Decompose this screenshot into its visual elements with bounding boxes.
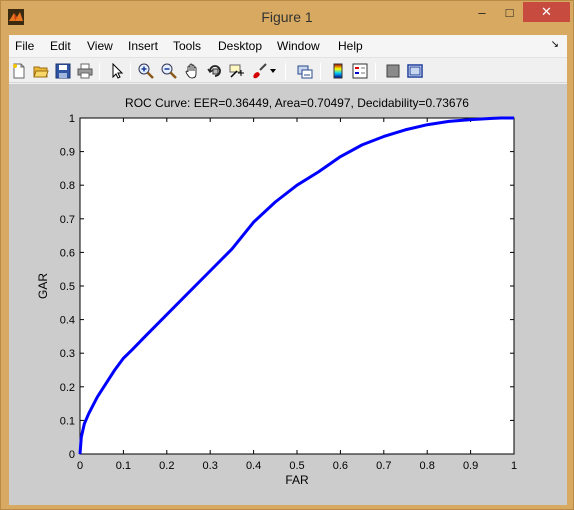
- menu-bar: File Edit View Insert Tools Desktop Wind…: [9, 35, 567, 57]
- figure-canvas: ROC Curve: EER=0.36449, Area=0.70497, De…: [9, 84, 567, 505]
- dock-arrow-icon[interactable]: ↘: [550, 39, 559, 50]
- open-file-icon[interactable]: [32, 62, 50, 80]
- x-axis-label: FAR: [285, 473, 309, 487]
- new-figure-icon[interactable]: [10, 62, 28, 80]
- title-bar[interactable]: Figure 1 – □ ✕: [1, 1, 573, 35]
- y-tick-label: 0.1: [60, 415, 75, 427]
- chart-title: ROC Curve: EER=0.36449, Area=0.70497, De…: [125, 96, 469, 110]
- roc-chart[interactable]: ROC Curve: EER=0.36449, Area=0.70497, De…: [9, 84, 567, 505]
- roc-curve-line[interactable]: [78, 116, 514, 455]
- toolbar-separator: [130, 63, 131, 80]
- x-tick-label: 0.3: [203, 460, 218, 472]
- y-tick-label: 0.8: [60, 180, 75, 192]
- y-tick-label: 0.2: [60, 382, 75, 394]
- x-tick-label: 0.5: [289, 460, 304, 472]
- x-tick-label: 0.4: [246, 460, 261, 472]
- toolbar-separator: [375, 63, 376, 80]
- insert-colorbar-icon[interactable]: [329, 62, 347, 80]
- figure-client-area: File Edit View Insert Tools Desktop Wind…: [9, 35, 567, 505]
- menu-tools[interactable]: Tools: [173, 39, 202, 53]
- x-tick-label: 0.6: [333, 460, 348, 472]
- save-icon[interactable]: [54, 62, 72, 80]
- x-tick-label: 1: [511, 460, 517, 472]
- matlab-icon: [8, 9, 24, 25]
- y-tick-label: 0.4: [60, 315, 75, 327]
- menu-insert[interactable]: Insert: [128, 39, 159, 53]
- link-plot-icon[interactable]: [296, 62, 314, 80]
- data-cursor-icon[interactable]: [228, 62, 246, 80]
- menu-file[interactable]: File: [15, 39, 35, 53]
- y-tick-label: 0.6: [60, 247, 75, 259]
- pan-hand-icon[interactable]: [183, 62, 201, 80]
- maximize-button[interactable]: □: [505, 4, 514, 20]
- toolbar-separator: [99, 63, 100, 80]
- plot-area[interactable]: [79, 117, 515, 455]
- window-title: Figure 1: [261, 9, 313, 25]
- y-tick-label: 1: [69, 113, 75, 125]
- x-tick-label: 0: [77, 460, 83, 472]
- y-tick-label: 0.7: [60, 214, 75, 226]
- print-icon[interactable]: [76, 62, 94, 80]
- show-plot-tools-icon[interactable]: [406, 62, 424, 80]
- menu-view[interactable]: View: [87, 39, 113, 53]
- x-tick-label: 0.9: [463, 460, 478, 472]
- toolbar-separator: [320, 63, 321, 80]
- rotate-3d-icon[interactable]: [206, 62, 224, 80]
- y-tick-label: 0.5: [60, 281, 75, 293]
- toolbar-separator: [285, 63, 286, 80]
- y-tick-label: 0.9: [60, 147, 75, 159]
- hide-plot-tools-icon[interactable]: [384, 62, 402, 80]
- y-tick-label: 0: [69, 449, 75, 461]
- x-tick-label: 0.1: [116, 460, 131, 472]
- menu-desktop[interactable]: Desktop: [218, 39, 263, 53]
- edit-plot-arrow-icon[interactable]: [108, 62, 126, 80]
- zoom-in-icon[interactable]: [137, 62, 155, 80]
- x-tick-label: 0.8: [420, 460, 435, 472]
- y-tick-label: 0.3: [60, 348, 75, 360]
- x-tick-label: 0.7: [376, 460, 391, 472]
- brush-dropdown-icon[interactable]: [268, 62, 278, 80]
- menu-help[interactable]: Help: [338, 39, 363, 53]
- insert-legend-icon[interactable]: [351, 62, 369, 80]
- brush-icon[interactable]: [250, 62, 268, 80]
- minimize-button[interactable]: –: [478, 4, 486, 20]
- y-axis-label: GAR: [36, 273, 50, 299]
- zoom-out-icon[interactable]: [160, 62, 178, 80]
- figure-toolbar: [9, 57, 567, 83]
- menu-window[interactable]: Window: [277, 39, 320, 53]
- x-tick-label: 0.2: [159, 460, 174, 472]
- close-button[interactable]: ✕: [523, 2, 570, 22]
- menu-edit[interactable]: Edit: [50, 39, 71, 53]
